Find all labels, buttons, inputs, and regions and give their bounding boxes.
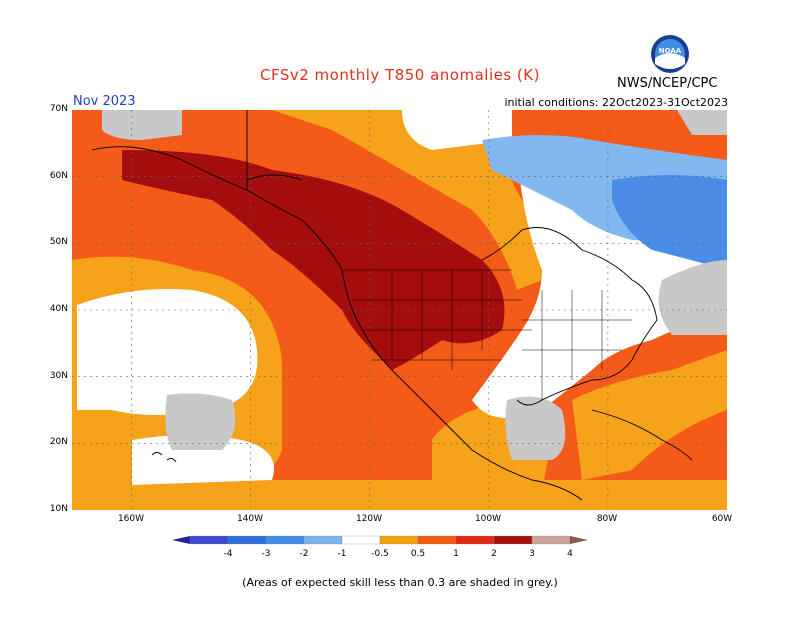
gridlines bbox=[72, 110, 727, 510]
lat-label: 50N bbox=[49, 237, 68, 247]
lat-label: 60N bbox=[49, 171, 68, 181]
colorbar-segment bbox=[379, 535, 419, 545]
colorbar-label: -1 bbox=[338, 549, 347, 559]
colorbar-label: 2 bbox=[491, 549, 497, 559]
lon-label: 140W bbox=[236, 514, 264, 524]
neutral-area-pacific bbox=[77, 289, 258, 415]
colorbar-label: 1 bbox=[453, 549, 459, 559]
colorbar-segment bbox=[303, 535, 343, 545]
lon-label: 160W bbox=[117, 514, 145, 524]
colorbar: -4 -3 -2 -1 -0.5 0.5 1 2 3 4 bbox=[172, 535, 588, 559]
colorbar-segment bbox=[341, 535, 381, 545]
colorbar-arrow-low bbox=[172, 536, 190, 544]
colorbar-segment bbox=[227, 535, 267, 545]
initial-conditions: initial conditions: 22Oct2023-31Oct2023 bbox=[504, 96, 728, 109]
warm-light-band-south bbox=[72, 480, 727, 510]
colorbar-label: -0.5 bbox=[371, 549, 389, 559]
low-skill-area-canada bbox=[677, 110, 727, 135]
lon-label: 100W bbox=[474, 514, 502, 524]
colorbar-segment bbox=[455, 535, 495, 545]
lat-label: 40N bbox=[49, 304, 68, 314]
colorbar-arrow-high bbox=[570, 536, 588, 544]
map-title: CFSv2 monthly T850 anomalies (K) bbox=[260, 66, 540, 84]
anomaly-map bbox=[72, 110, 727, 510]
noaa-logo-icon: NOAA bbox=[651, 35, 689, 73]
colorbar-label: -4 bbox=[224, 549, 233, 559]
warm-light-band-north bbox=[272, 110, 542, 290]
neutral-area-hawaii bbox=[132, 435, 274, 485]
lat-label: 10N bbox=[49, 504, 68, 514]
warm-light-band-east bbox=[572, 350, 727, 480]
lon-label: 80W bbox=[596, 514, 618, 524]
colorbar-label: 3 bbox=[529, 549, 535, 559]
colorbar-segments bbox=[172, 535, 588, 545]
colorbar-label: 4 bbox=[567, 549, 573, 559]
colorbar-label: -2 bbox=[300, 549, 309, 559]
low-skill-area-pacific bbox=[165, 393, 236, 450]
colorbar-segment bbox=[417, 535, 457, 545]
colorbar-segment bbox=[493, 535, 533, 545]
colorbar-labels: -4 -3 -2 -1 -0.5 0.5 1 2 3 4 bbox=[224, 549, 574, 559]
lon-label: 120W bbox=[355, 514, 383, 524]
colorbar-segment bbox=[265, 535, 305, 545]
colorbar-label: 0.5 bbox=[411, 549, 425, 559]
colorbar-segment bbox=[189, 535, 229, 545]
lat-label: 70N bbox=[49, 104, 68, 114]
lat-label: 20N bbox=[49, 437, 68, 447]
lat-label: 30N bbox=[49, 371, 68, 381]
coastlines bbox=[91, 110, 693, 501]
agency-label: NWS/NCEP/CPC bbox=[617, 76, 718, 91]
borders bbox=[342, 269, 632, 400]
cool-area bbox=[612, 175, 727, 270]
low-skill-area-atlantic bbox=[658, 260, 727, 335]
lon-label: 60W bbox=[711, 514, 733, 524]
warm-extreme-area bbox=[122, 150, 505, 370]
low-skill-area-gulf bbox=[505, 396, 566, 460]
colorbar-segment bbox=[531, 535, 571, 545]
colorbar-label: -3 bbox=[262, 549, 271, 559]
logo-text: NOAA bbox=[659, 47, 682, 55]
footnote: (Areas of expected skill less than 0.3 a… bbox=[242, 576, 558, 589]
low-skill-area-alaska-north bbox=[102, 110, 182, 140]
forecast-month: Nov 2023 bbox=[73, 94, 136, 109]
